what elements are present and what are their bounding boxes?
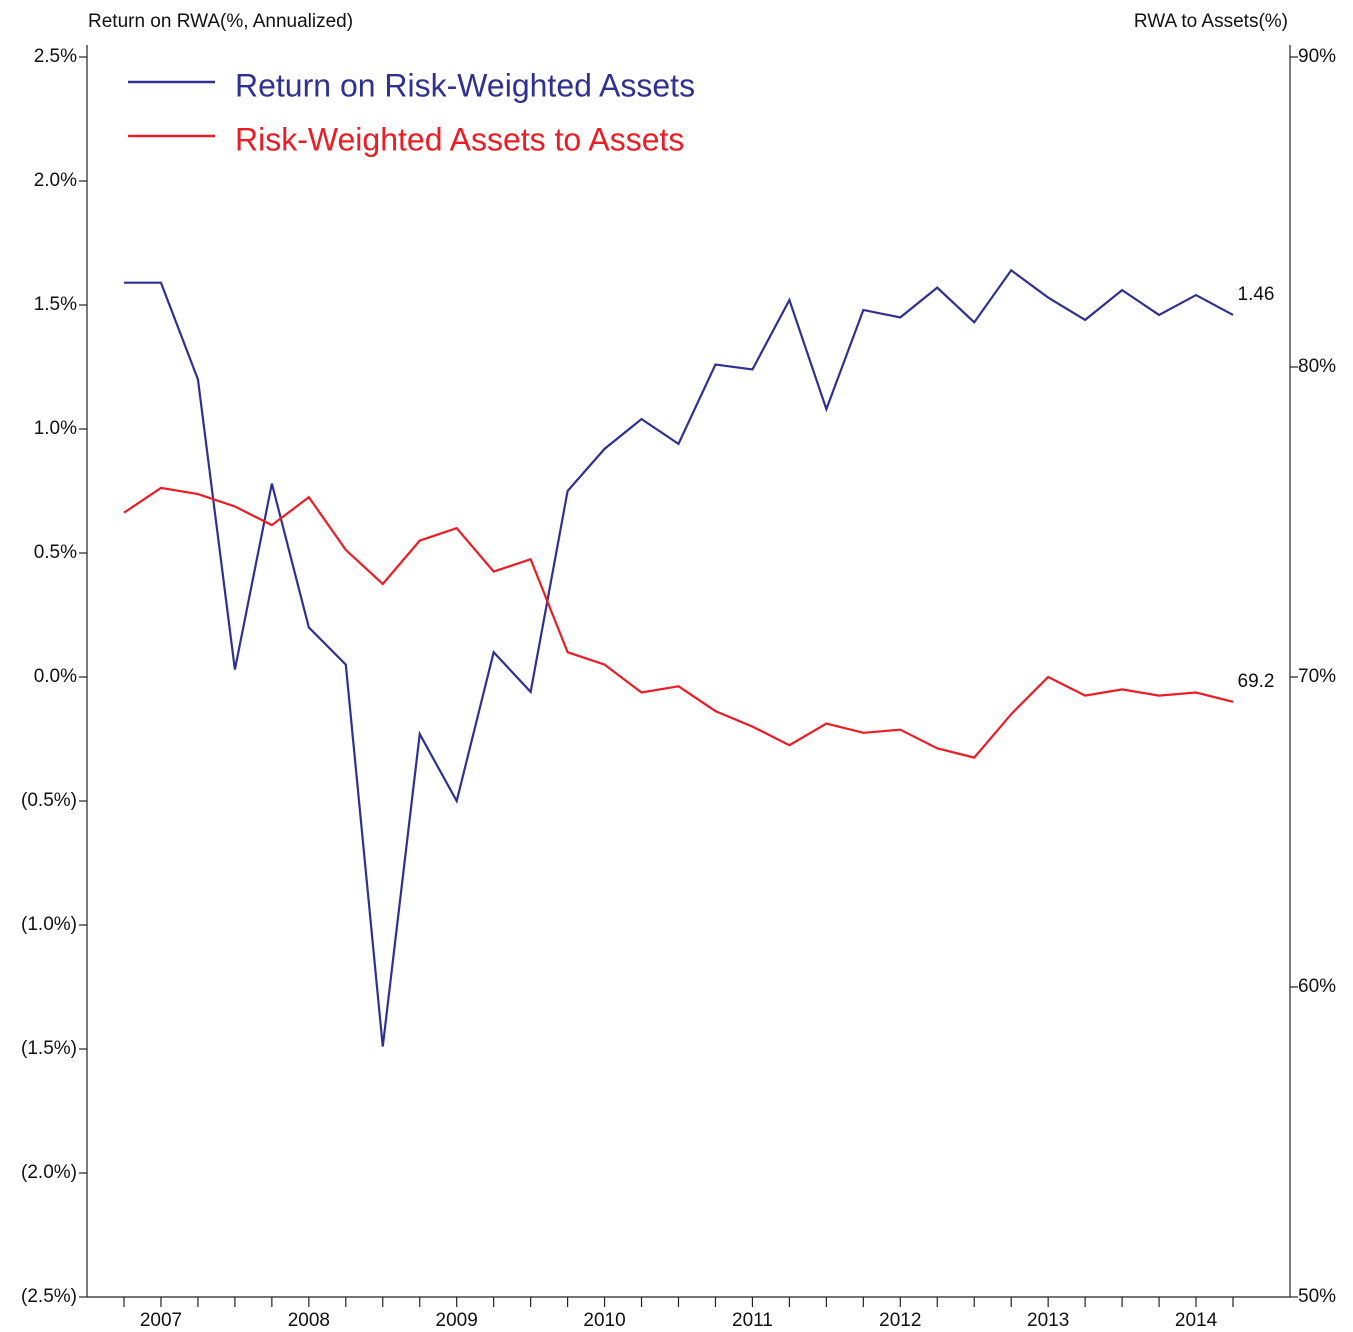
y2-tick-label: 70% <box>1298 666 1336 687</box>
data-label: 69.2 <box>1238 671 1275 692</box>
series-line <box>124 268 1234 1047</box>
y-tick-label: (1.0%) <box>21 914 77 935</box>
x-tick-label: 2009 <box>436 1310 478 1331</box>
y2-axis-label: RWA to Assets(%) <box>1134 11 1288 32</box>
y-tick-label: 2.5% <box>34 46 77 67</box>
series-line <box>123 486 1234 759</box>
legend-label: Risk-Weighted Assets to Assets <box>235 121 684 157</box>
x-tick-label: 2012 <box>879 1310 921 1331</box>
y-tick-label: 2.0% <box>34 170 77 191</box>
x-tick-label: 2010 <box>583 1310 625 1331</box>
x-tick-label: 2007 <box>140 1310 182 1331</box>
x-tick-label: 2013 <box>1027 1310 1069 1331</box>
y-tick-label: (2.5%) <box>21 1286 77 1307</box>
x-tick-label: 2014 <box>1175 1310 1218 1331</box>
legend-label: Return on Risk-Weighted Assets <box>235 67 695 103</box>
y2-tick-label: 80% <box>1298 356 1336 377</box>
y-tick-label: (1.5%) <box>21 1038 77 1059</box>
data-label: 1.46 <box>1238 284 1275 305</box>
y2-tick-label: 50% <box>1298 1286 1336 1307</box>
y-tick-label: 1.5% <box>34 294 77 315</box>
y-tick-label: (2.0%) <box>21 1162 77 1183</box>
y-axis-label: Return on RWA(%, Annualized) <box>88 11 353 32</box>
y-tick-label: 1.0% <box>34 418 77 439</box>
y2-tick-label: 90% <box>1298 46 1336 67</box>
x-tick-label: 2011 <box>732 1310 773 1331</box>
y-tick-label: 0.0% <box>34 666 77 687</box>
y2-tick-label: 60% <box>1298 976 1336 997</box>
x-tick-label: 2008 <box>288 1310 330 1331</box>
y-tick-label: 0.5% <box>34 542 77 563</box>
y-tick-label: (0.5%) <box>21 790 77 811</box>
